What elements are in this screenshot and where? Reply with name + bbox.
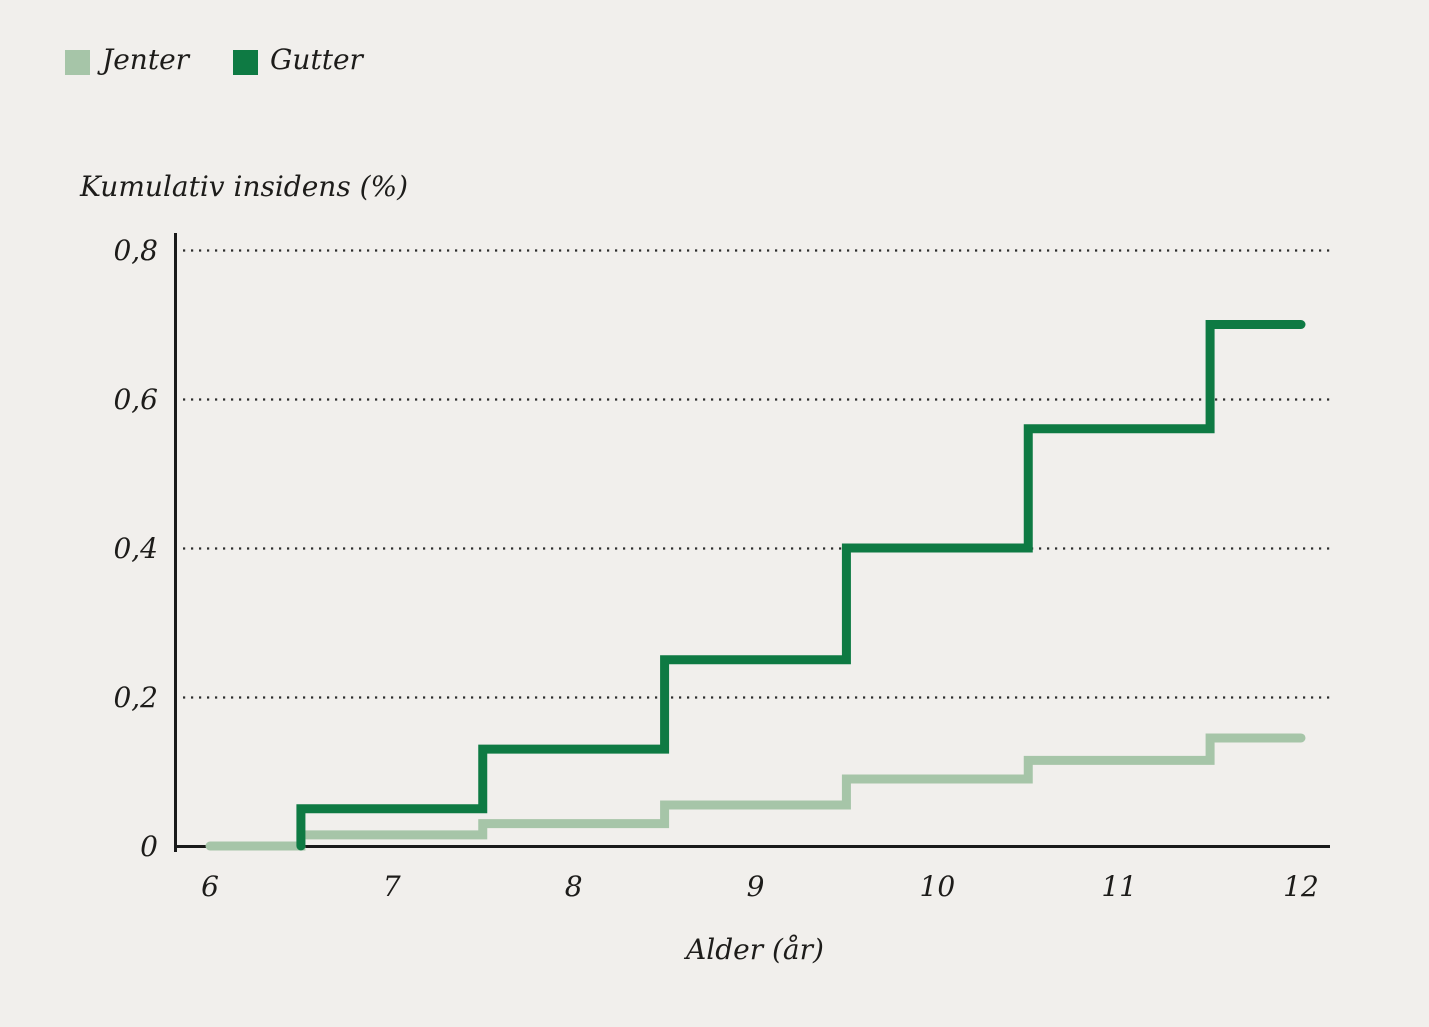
legend-swatch-gutter — [233, 49, 259, 75]
x-axis-title: Alder (år) — [686, 933, 824, 966]
legend-swatch-jenter — [65, 49, 90, 75]
y-tick-label: 0,4 — [113, 532, 158, 565]
x-tick-label: 6 — [201, 870, 219, 903]
x-tick-label: 12 — [1283, 870, 1319, 903]
x-tick-label: 9 — [747, 870, 765, 903]
legend-item-jenter: Jenter — [65, 46, 189, 78]
y-tick-label: 0,8 — [113, 234, 158, 267]
y-tick-label: 0,6 — [113, 383, 158, 416]
legend-item-gutter: Gutter — [233, 46, 363, 78]
legend-label-jenter: Jenter — [102, 43, 190, 76]
y-axis-title: Kumulativ insidens (%) — [80, 170, 409, 203]
x-tick-label: 7 — [383, 870, 401, 903]
x-tick-label: 8 — [565, 870, 583, 903]
legend: Jenter Gutter — [65, 46, 363, 78]
x-tick-label: 11 — [1101, 870, 1137, 903]
legend-label-gutter: Gutter — [270, 43, 363, 76]
series-line-gutter — [296, 320, 1306, 851]
y-tick-label: 0 — [140, 830, 158, 863]
series-line-jenter — [205, 733, 1306, 851]
x-tick-label: 10 — [920, 870, 956, 903]
y-tick-label: 0,2 — [113, 681, 158, 714]
